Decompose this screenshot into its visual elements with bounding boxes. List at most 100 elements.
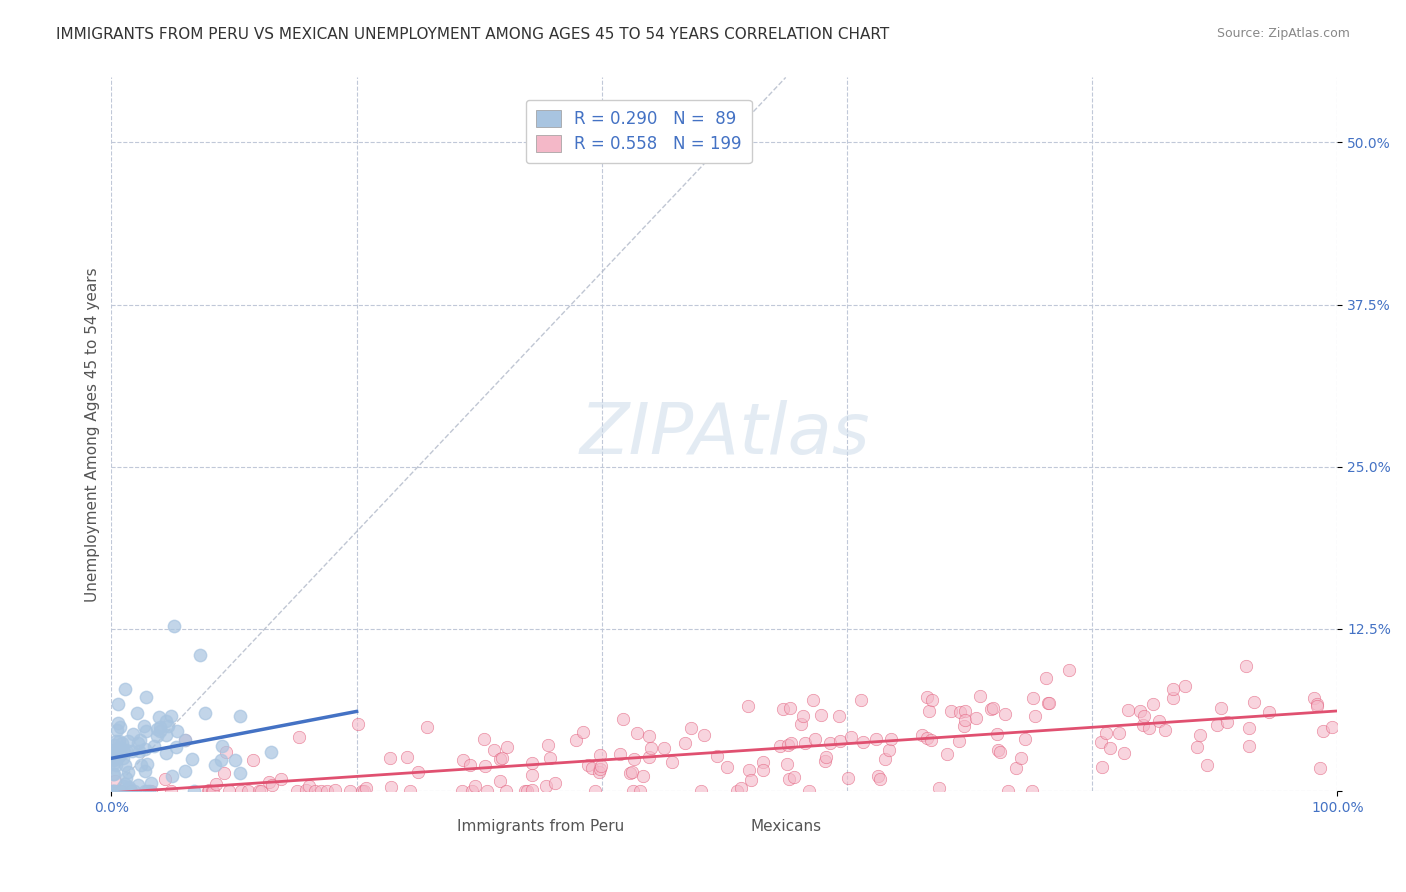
Point: [865, 732, 887, 747]
Point: [142, 739, 165, 753]
Point: [117, 764, 139, 779]
Point: [112, 779, 135, 793]
Point: [801, 692, 824, 706]
Point: [460, 784, 482, 798]
Point: [101, 746, 124, 760]
Point: [496, 739, 519, 754]
Point: [260, 745, 283, 759]
Point: [740, 772, 762, 787]
Point: [475, 784, 498, 798]
Point: [948, 734, 970, 748]
Point: [183, 784, 205, 798]
Point: [101, 753, 124, 767]
Point: [111, 736, 134, 750]
Point: [115, 784, 138, 798]
Point: [1137, 721, 1160, 735]
Point: [576, 758, 599, 772]
Point: [495, 784, 517, 798]
Point: [818, 736, 841, 750]
Point: [920, 732, 942, 747]
Point: [849, 693, 872, 707]
Point: [257, 775, 280, 789]
Point: [589, 759, 612, 773]
Point: [115, 743, 138, 757]
Point: [623, 752, 645, 766]
Point: [716, 760, 738, 774]
Point: [1022, 691, 1045, 706]
Point: [117, 733, 139, 747]
Point: [1021, 784, 1043, 798]
Point: [1163, 681, 1185, 696]
Point: [103, 756, 125, 770]
Point: [108, 734, 131, 748]
Point: [474, 759, 496, 773]
Point: [156, 718, 179, 732]
Point: [513, 784, 536, 798]
Point: [752, 756, 775, 770]
Point: [1258, 705, 1281, 719]
Point: [1133, 709, 1156, 723]
Point: [1309, 761, 1331, 775]
Point: [127, 778, 149, 792]
Point: [544, 776, 567, 790]
Point: [129, 733, 152, 747]
Point: [776, 757, 799, 772]
Point: [136, 756, 159, 771]
Point: [1091, 760, 1114, 774]
Point: [581, 761, 603, 775]
Point: [980, 701, 1002, 715]
Point: [105, 723, 128, 738]
Point: [304, 784, 326, 798]
Point: [583, 784, 606, 798]
Point: [588, 762, 610, 776]
Point: [118, 782, 141, 797]
Point: [242, 753, 264, 767]
Point: [588, 765, 610, 780]
Point: [752, 763, 775, 777]
Point: [160, 769, 183, 783]
Point: [134, 784, 156, 798]
Point: [1038, 697, 1060, 711]
Point: [104, 747, 127, 762]
Text: IMMIGRANTS FROM PERU VS MEXICAN UNEMPLOYMENT AMONG AGES 45 TO 54 YEARS CORRELATI: IMMIGRANTS FROM PERU VS MEXICAN UNEMPLOY…: [56, 27, 890, 42]
Point: [814, 749, 837, 764]
Point: [160, 709, 183, 723]
Point: [877, 743, 900, 757]
Point: [1129, 704, 1152, 718]
Point: [108, 784, 131, 798]
Point: [197, 783, 219, 797]
Point: [1195, 758, 1218, 772]
Point: [231, 784, 253, 798]
Point: [380, 780, 402, 794]
Point: [125, 706, 148, 720]
Point: [115, 771, 138, 785]
Point: [690, 784, 713, 798]
Point: [522, 756, 544, 771]
Point: [769, 739, 792, 753]
Point: [939, 704, 962, 718]
Point: [673, 736, 696, 750]
Point: [209, 753, 232, 767]
Point: [516, 784, 538, 798]
Point: [620, 765, 643, 780]
Point: [135, 690, 157, 704]
Point: [1211, 701, 1233, 715]
Point: [112, 745, 135, 759]
Point: [107, 715, 129, 730]
Point: [464, 779, 486, 793]
Point: [260, 778, 283, 792]
Point: [112, 784, 135, 798]
Point: [778, 772, 800, 786]
Point: [352, 784, 374, 798]
Point: [1185, 739, 1208, 754]
Point: [623, 784, 645, 798]
Point: [911, 728, 934, 742]
Point: [918, 704, 941, 718]
Point: [969, 689, 991, 703]
Point: [681, 722, 703, 736]
Point: [103, 784, 125, 798]
Point: [114, 758, 136, 772]
Point: [107, 749, 129, 764]
Point: [692, 728, 714, 742]
Point: [852, 735, 875, 749]
